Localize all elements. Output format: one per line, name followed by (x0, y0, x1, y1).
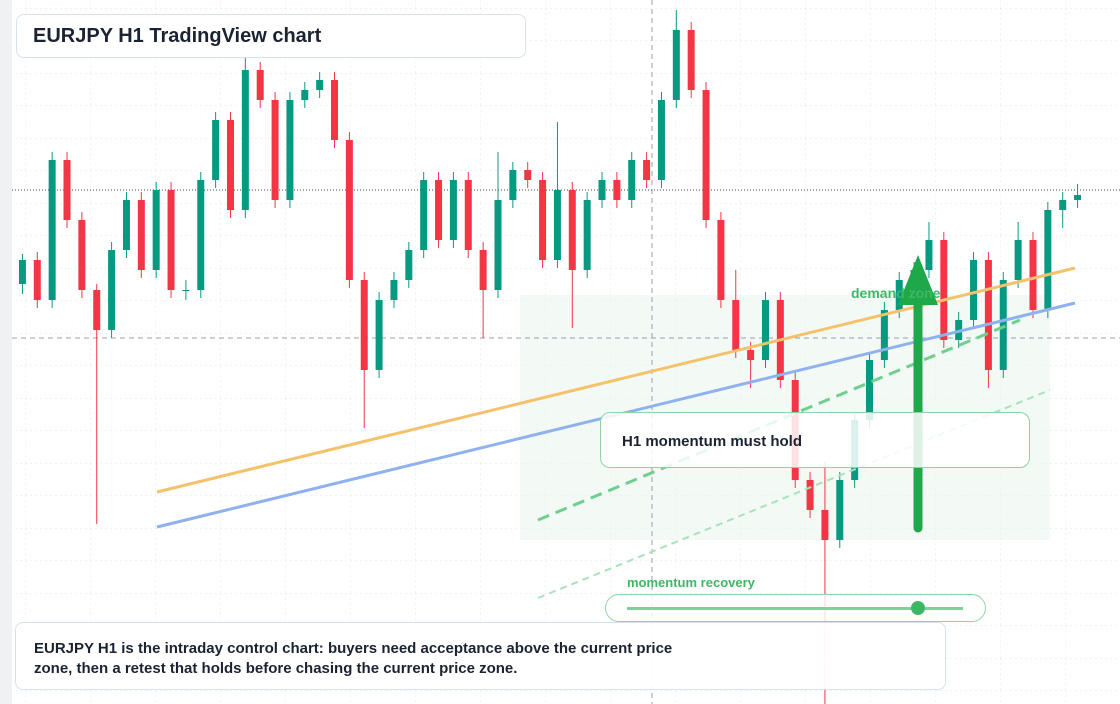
caption: EURJPY H1 is the intraday control chart:… (34, 640, 673, 677)
candle-body (553, 190, 561, 260)
candle-body (464, 180, 472, 250)
candle-body (702, 90, 710, 220)
candle-body (1074, 195, 1082, 200)
candle-body (747, 350, 755, 360)
candle-body (256, 70, 264, 100)
candle-body (449, 180, 457, 240)
candle-body (598, 180, 606, 200)
title-box: EURJPY H1 TradingView chart (16, 14, 526, 58)
candle-body (970, 260, 978, 320)
callout-text: H1 momentum must hold (622, 433, 803, 450)
candle-body (613, 180, 621, 200)
candle-body (435, 180, 443, 240)
candle-body (316, 80, 324, 90)
candle-body (152, 190, 160, 270)
candle-body (345, 140, 353, 280)
candle-body (657, 100, 665, 180)
candle-body (420, 180, 428, 250)
candle-body (524, 170, 532, 180)
candle-body (331, 80, 339, 140)
candle-body (93, 290, 101, 330)
recovery-label: momentum recovery (627, 575, 755, 590)
candle-body (375, 300, 383, 370)
left-edge (0, 0, 12, 704)
candle-body (182, 290, 190, 291)
candle-body (197, 180, 205, 290)
candle-body (880, 310, 888, 360)
candle-body (806, 480, 814, 510)
candle-body (405, 250, 413, 280)
candle-body (539, 180, 547, 260)
candle-body (271, 100, 279, 200)
candle-body (18, 260, 26, 284)
candle-body (1014, 240, 1022, 280)
candle-body (108, 250, 116, 330)
candle-body (999, 280, 1007, 370)
candle-body (360, 280, 368, 370)
candle-body (940, 240, 948, 340)
candle-body (1059, 200, 1067, 210)
candle-body (286, 100, 294, 200)
slider-knob (911, 601, 925, 615)
caption-box: EURJPY H1 is the intraday control chart:… (15, 622, 946, 690)
candle-body (866, 360, 874, 420)
candle-body (301, 90, 309, 100)
candle-body (568, 190, 576, 270)
arrow-head (898, 255, 938, 305)
candle-body (628, 160, 636, 200)
candle-body (984, 260, 992, 370)
candle-body (212, 120, 220, 180)
candle-body (137, 200, 145, 270)
candle-body (643, 160, 651, 180)
candle-body (390, 280, 398, 300)
candle-body (717, 220, 725, 300)
candle-body (241, 70, 249, 210)
demand-label: demand zone (851, 285, 941, 301)
callout: H1 momentum must hold (600, 412, 1030, 468)
chart-title: EURJPY H1 TradingView chart (33, 25, 322, 47)
candle-body (479, 250, 487, 290)
candle-body (687, 30, 695, 90)
candle-body (672, 30, 680, 100)
candle-body (494, 200, 502, 290)
candle-body (33, 260, 41, 300)
candle-body (895, 280, 903, 310)
slider-track (627, 607, 963, 610)
candle-body (78, 220, 86, 290)
candle-body (925, 240, 933, 270)
candle-body (836, 480, 844, 540)
candle-body (509, 170, 517, 200)
candle-body (761, 300, 769, 360)
candle-body (1029, 240, 1037, 310)
candle-body (167, 190, 175, 290)
candle-body (63, 160, 71, 220)
candle-body (122, 200, 130, 250)
candle-body (1044, 210, 1052, 310)
candle-body (732, 300, 740, 350)
candle-body (48, 160, 56, 300)
candle-body (226, 120, 234, 210)
candle-body (583, 200, 591, 270)
slider (605, 594, 986, 622)
candle-body (821, 510, 829, 540)
support-dashed (537, 318, 1021, 522)
